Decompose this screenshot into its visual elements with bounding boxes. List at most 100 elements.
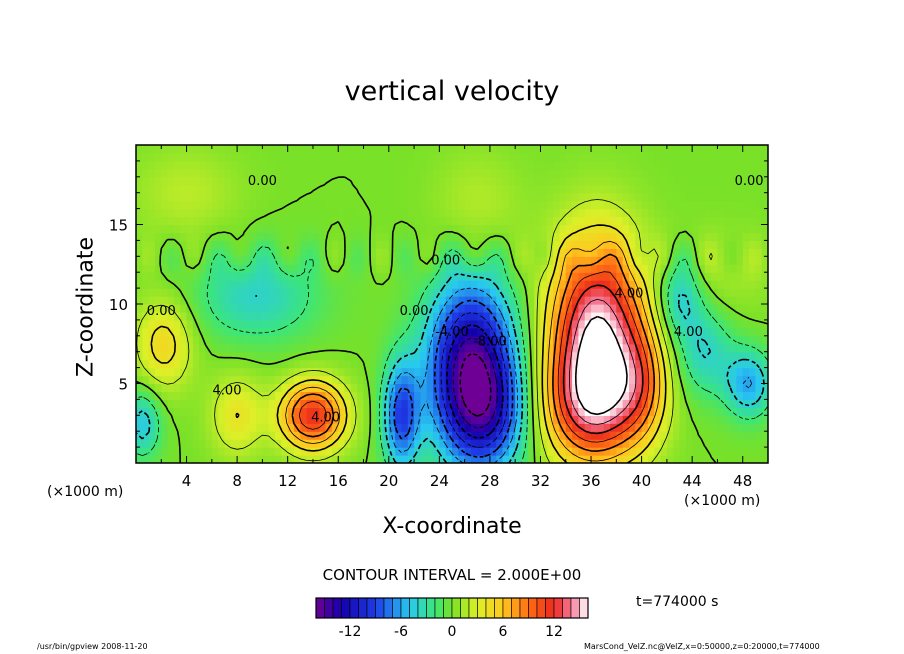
heatmap-cell [736,264,744,273]
heatmap-cell [723,160,731,170]
heatmap-cell [268,280,276,289]
heatmap-cell [534,439,542,448]
heatmap-cell [591,351,598,361]
heatmap-cell [306,399,314,408]
heatmap-cell [331,431,339,440]
heatmap-cell [717,407,725,416]
heatmap-cell [256,232,263,241]
heatmap-cell [350,145,358,154]
heatmap-cell [426,399,434,408]
heatmap-cell [306,152,314,162]
heatmap-cell [268,216,276,226]
heatmap-cell [730,311,737,321]
heatmap-cell [527,232,535,241]
heatmap-cell [382,176,390,186]
heatmap-cell [312,200,320,210]
heatmap-cell [281,145,289,154]
heatmap-cell [489,335,497,345]
heatmap-cell [597,399,605,408]
heatmap-cell [515,160,523,170]
heatmap-cell [711,343,719,353]
heatmap-cell [628,184,636,194]
heatmap-cell [546,216,554,226]
heatmap-cell [344,224,352,234]
heatmap-cell [338,264,346,273]
heatmap-cell [730,160,737,170]
heatmap-cell [464,160,472,170]
heatmap-cell [331,319,339,329]
heatmap-cell [489,343,497,353]
heatmap-cell [344,367,352,377]
heatmap-cell [654,176,662,186]
heatmap-cell [534,455,542,463]
heatmap-cell [142,232,150,241]
heatmap-cell [376,232,384,241]
heatmap-cell [679,168,687,178]
heatmap-cell [692,351,700,361]
heatmap-cell [692,145,700,154]
heatmap-cell [192,232,200,241]
heatmap-cell [685,280,693,289]
heatmap-cell [546,399,554,408]
heatmap-cell [331,351,339,361]
heatmap-cell [565,184,573,194]
heatmap-cell [319,343,327,353]
heatmap-cell [300,327,308,337]
heatmap-cell [369,216,377,226]
heatmap-cell [344,176,352,186]
heatmap-cell [559,200,567,210]
heatmap-cell [388,383,396,393]
heatmap-cell [426,455,434,463]
heatmap-cell [161,145,169,154]
heatmap-cell [755,288,763,297]
heatmap-cell [338,304,346,313]
heatmap-cell [704,383,712,393]
heatmap-cell [142,264,150,273]
heatmap-cell [470,184,478,194]
heatmap-cell [679,288,687,297]
heatmap-cell [407,280,415,289]
heatmap-cell [508,304,516,313]
heatmap-cell [679,351,687,361]
heatmap-cell [142,256,150,265]
heatmap-cell [161,168,169,178]
heatmap-cell [673,375,681,385]
heatmap-cell [641,367,649,377]
heatmap-cell [376,383,384,393]
heatmap-cell [565,208,573,218]
heatmap-cell [458,280,466,289]
heatmap-cell [489,272,497,281]
heatmap-cell [711,399,719,408]
heatmap-cell [262,176,270,186]
heatmap-cell [344,383,352,393]
heatmap-cell [698,192,706,202]
heatmap-cell [287,200,295,210]
heatmap-cell [287,145,295,154]
heatmap-cell [641,168,649,178]
heatmap-cell [281,224,289,234]
heatmap-cell [363,176,371,186]
heatmap-cell [230,399,238,408]
heatmap-cell [249,256,257,265]
heatmap-cell [249,351,257,361]
heatmap-cell [635,375,643,385]
heatmap-cell [616,351,624,361]
heatmap-cell [692,439,700,448]
heatmap-cell [578,240,586,249]
heatmap-cell [610,296,617,305]
heatmap-cell [711,280,719,289]
heatmap-cell [692,319,700,329]
heatmap-cell [685,399,693,408]
heatmap-cell [521,145,529,154]
heatmap-cell [407,224,415,234]
heatmap-cell [376,327,384,337]
heatmap-cell [502,160,510,170]
heatmap-cell [350,264,358,273]
heatmap-cell [723,288,731,297]
heatmap-cell [268,152,276,162]
heatmap-cell [666,407,674,416]
heatmap-cell [470,208,478,218]
heatmap-cell [654,351,662,361]
heatmap-cell [483,256,491,265]
heatmap-cell [154,351,162,361]
